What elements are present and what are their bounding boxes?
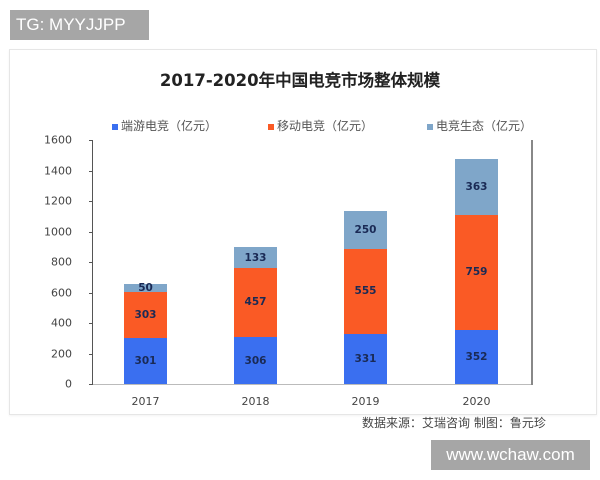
bar-value-label: 457 [244,296,267,309]
bar-value-label: 759 [465,266,488,279]
bar-value-label: 306 [244,354,267,367]
y-tick-mark [89,140,93,141]
y-tick-label: 200 [51,347,72,360]
bar-value-label: 250 [354,223,377,236]
bar-segment-2020-2: 363 [455,159,498,215]
bar-segment-2017-1: 303 [124,291,167,339]
bar-segment-2018-2: 133 [234,247,277,268]
y-tick-label: 1400 [44,164,72,177]
watermark-bottom: www.wchaw.com [431,440,590,470]
bar-segment-2017-0: 301 [124,338,167,384]
legend-swatch-blue [112,123,118,130]
y-tick-label: 1200 [44,194,72,208]
x-tick-label: 2020 [462,395,491,408]
bar-value-label: 352 [465,351,488,364]
y-tick-label: 800 [51,255,72,269]
bar-value-label: 50 [138,282,153,295]
legend-swatch-gray-blue [427,123,433,130]
y-tick-label: 400 [51,316,72,330]
right-border-line [531,140,533,385]
watermark-top: TG: MYYJJPP [10,10,149,40]
bar-value-label: 363 [465,180,488,193]
bar-value-label: 331 [354,352,377,365]
y-tick-mark [89,292,93,294]
y-tick-label: 1000 [44,225,72,238]
chart-title: 2017-2020年中国电竞市场整体规模 [159,71,441,90]
bar-value-label: 303 [134,308,157,321]
y-tick-mark [89,353,93,355]
y-tick-mark [89,384,93,385]
bar-segment-2020-0: 352 [455,330,498,384]
bar-value-label: 555 [354,285,377,298]
y-tick-mark [89,231,93,233]
legend-item-mobile-esports: 移动电竞（亿元） [268,117,373,134]
y-tick-mark [89,170,93,172]
legend-swatch-orange [268,123,274,130]
bar-segment-2018-0: 306 [234,337,277,384]
bar-value-label: 133 [244,251,267,264]
y-tick-mark [89,201,93,202]
chart-card [9,49,597,415]
source-note: 数据来源：艾瑞咨询 制图：鲁元珍 [362,416,546,430]
x-axis [92,384,533,385]
y-tick-mark [89,262,93,263]
bar-segment-2017-2: 50 [124,282,167,295]
y-tick-label: 1600 [44,133,72,147]
bar-segment-2019-2: 250 [344,210,387,249]
x-tick-label: 2019 [351,395,380,408]
x-tick-label: 2017 [131,395,160,408]
bar-segment-2018-1: 457 [234,267,277,338]
y-tick-label: 0 [65,377,72,391]
y-tick-label: 600 [51,286,72,299]
x-tick-label: 2018 [241,395,270,408]
bar-segment-2020-1: 759 [455,214,498,331]
y-tick-mark [89,323,93,324]
legend-item-ecosystem: 电竞生态（亿元） [427,117,532,134]
bar-value-label: 301 [134,355,157,368]
legend-item-pc-esports: 端游电竞（亿元） [112,117,217,134]
bar-segment-2019-1: 555 [344,248,387,334]
bar-segment-2019-0: 331 [344,333,387,384]
